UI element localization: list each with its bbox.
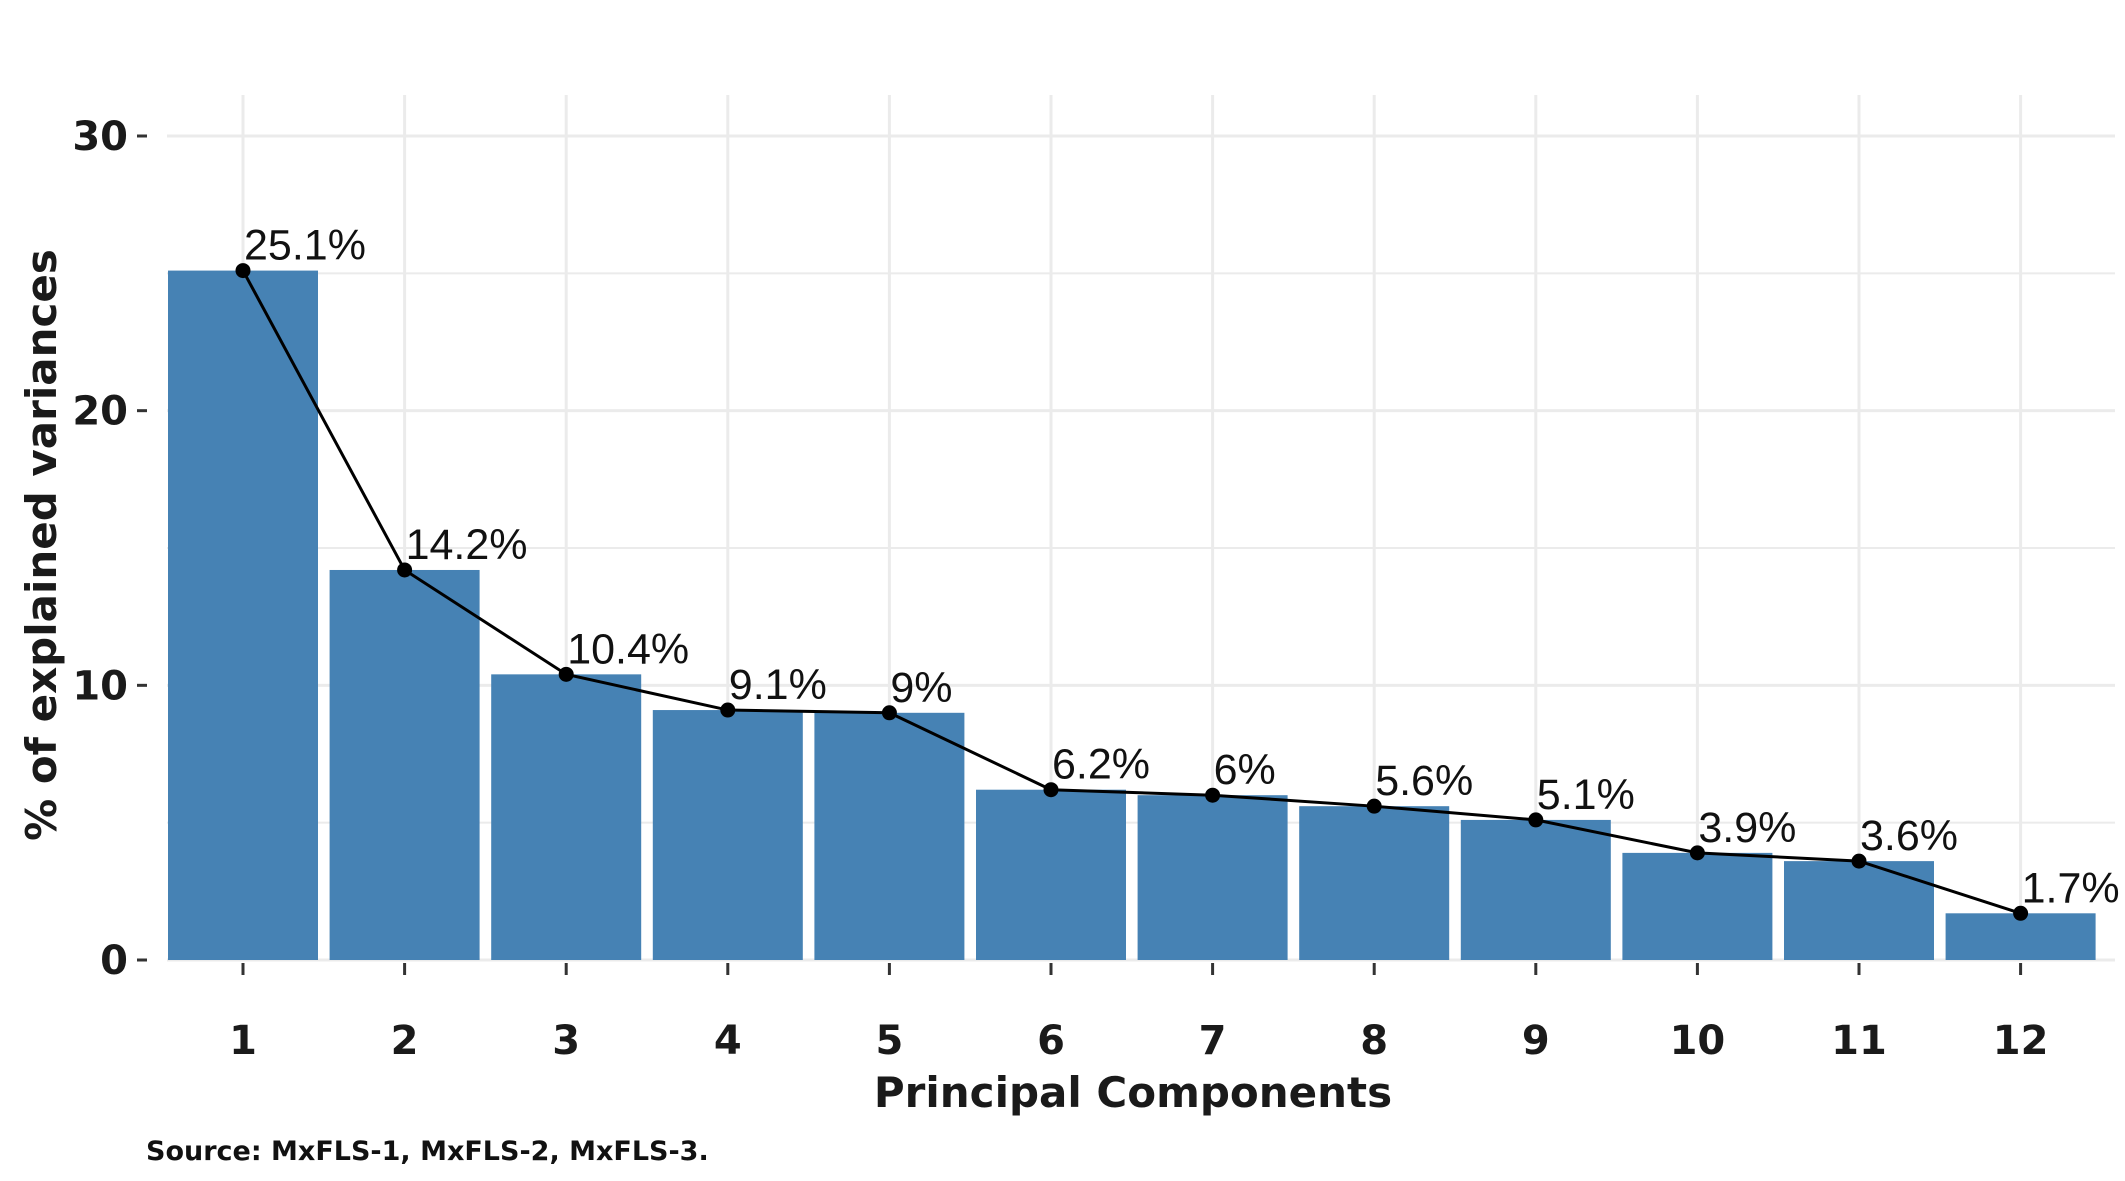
data-point: [2013, 905, 2029, 921]
x-tick-label: 7: [1199, 1018, 1227, 1064]
bars: [168, 270, 2096, 960]
data-point: [1528, 812, 1544, 828]
x-tick-label: 1: [229, 1018, 257, 1064]
data-point: [1689, 845, 1705, 861]
x-axis-title: Principal Components: [874, 1068, 1392, 1117]
data-label: 14.2%: [406, 521, 528, 569]
bar: [652, 710, 803, 960]
y-tick-label: 0: [100, 938, 128, 984]
variance-line: [241, 269, 2022, 915]
x-tick-label: 8: [1360, 1018, 1388, 1064]
data-point: [397, 562, 413, 578]
data-label: 5.1%: [1537, 771, 1635, 819]
bar: [976, 789, 1126, 960]
x-tick-label: 5: [875, 1018, 903, 1064]
bar: [814, 712, 965, 960]
y-tick-label: 20: [72, 389, 128, 435]
bar: [1460, 819, 1611, 960]
data-point: [235, 263, 251, 279]
data-point: [1205, 787, 1221, 803]
data-point: [1851, 853, 1867, 869]
bar: [168, 270, 318, 960]
data-point: [1043, 782, 1059, 798]
data-label: 1.7%: [2022, 864, 2120, 912]
bar: [491, 674, 642, 960]
data-label: 10.4%: [567, 625, 689, 673]
data-point: [881, 705, 897, 721]
x-tick-label: 10: [1670, 1018, 1726, 1064]
data-point: [720, 702, 736, 718]
data-labels: 25.1% 14.2% 10.4% 9.1% 9% 6.2% 6% 5.6% 5.1% 3.9% 3…: [244, 222, 2120, 913]
data-label: 9.1%: [729, 661, 827, 709]
data-label: 6%: [1214, 746, 1276, 794]
data-label: 9%: [890, 664, 952, 712]
y-tick-label: 30: [72, 114, 128, 160]
source-note: Source: MxFLS-1, MxFLS-2, MxFLS-3.: [146, 1136, 709, 1167]
data-label: 3.9%: [1698, 804, 1796, 852]
data-label: 6.2%: [1052, 741, 1150, 789]
bar: [1945, 913, 2096, 960]
data-point: [1366, 798, 1382, 814]
x-tick-label: 9: [1522, 1018, 1550, 1064]
y-tick-label: 10: [72, 663, 128, 709]
x-tick-label: 2: [391, 1018, 419, 1064]
x-tick-label: 4: [714, 1018, 742, 1064]
bar: [1622, 852, 1773, 960]
data-point: [558, 666, 574, 682]
x-tick-label: 12: [1993, 1018, 2049, 1064]
x-axis: 1 2 3 4 5 6 7 8 9 10 11 12: [229, 963, 2048, 1064]
variance-points: [235, 263, 2029, 921]
data-label: 3.6%: [1860, 812, 1958, 860]
x-tick-label: 11: [1831, 1018, 1887, 1064]
variance-line-path: [241, 269, 2022, 915]
bar: [1784, 861, 1934, 960]
bar: [1299, 806, 1450, 960]
data-label: 25.1%: [244, 222, 366, 270]
y-axis-title: % of explained variances: [17, 249, 66, 841]
x-tick-label: 6: [1037, 1018, 1065, 1064]
y-axis: 0 10 20 30: [72, 114, 147, 984]
bar: [1137, 795, 1288, 960]
x-tick-label: 3: [552, 1018, 580, 1064]
data-label: 5.6%: [1375, 757, 1473, 805]
bar: [329, 569, 480, 960]
